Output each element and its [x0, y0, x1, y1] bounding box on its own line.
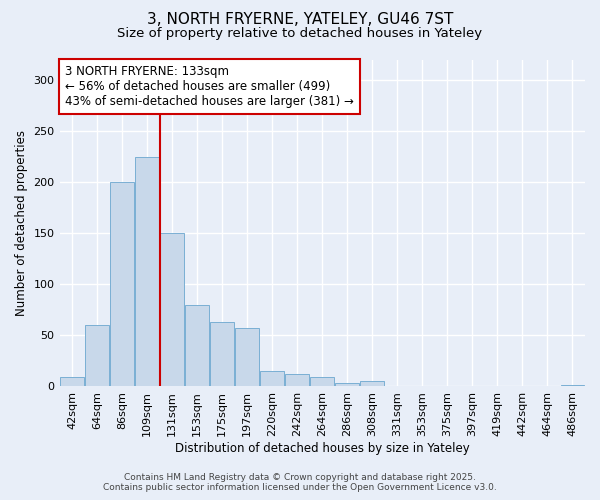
Bar — [235, 328, 259, 386]
X-axis label: Distribution of detached houses by size in Yateley: Distribution of detached houses by size … — [175, 442, 470, 455]
Bar — [260, 371, 284, 386]
Bar — [310, 378, 334, 386]
Bar — [60, 378, 84, 386]
Bar — [210, 322, 234, 386]
Bar — [110, 182, 134, 386]
Text: 3 NORTH FRYERNE: 133sqm
← 56% of detached houses are smaller (499)
43% of semi-d: 3 NORTH FRYERNE: 133sqm ← 56% of detache… — [65, 65, 353, 108]
Text: 3, NORTH FRYERNE, YATELEY, GU46 7ST: 3, NORTH FRYERNE, YATELEY, GU46 7ST — [147, 12, 453, 28]
Bar — [361, 382, 384, 386]
Bar — [160, 234, 184, 386]
Text: Contains HM Land Registry data © Crown copyright and database right 2025.
Contai: Contains HM Land Registry data © Crown c… — [103, 473, 497, 492]
Y-axis label: Number of detached properties: Number of detached properties — [15, 130, 28, 316]
Text: Size of property relative to detached houses in Yateley: Size of property relative to detached ho… — [118, 28, 482, 40]
Bar — [185, 305, 209, 386]
Bar — [286, 374, 309, 386]
Bar — [335, 384, 359, 386]
Bar — [85, 325, 109, 386]
Bar — [135, 157, 159, 386]
